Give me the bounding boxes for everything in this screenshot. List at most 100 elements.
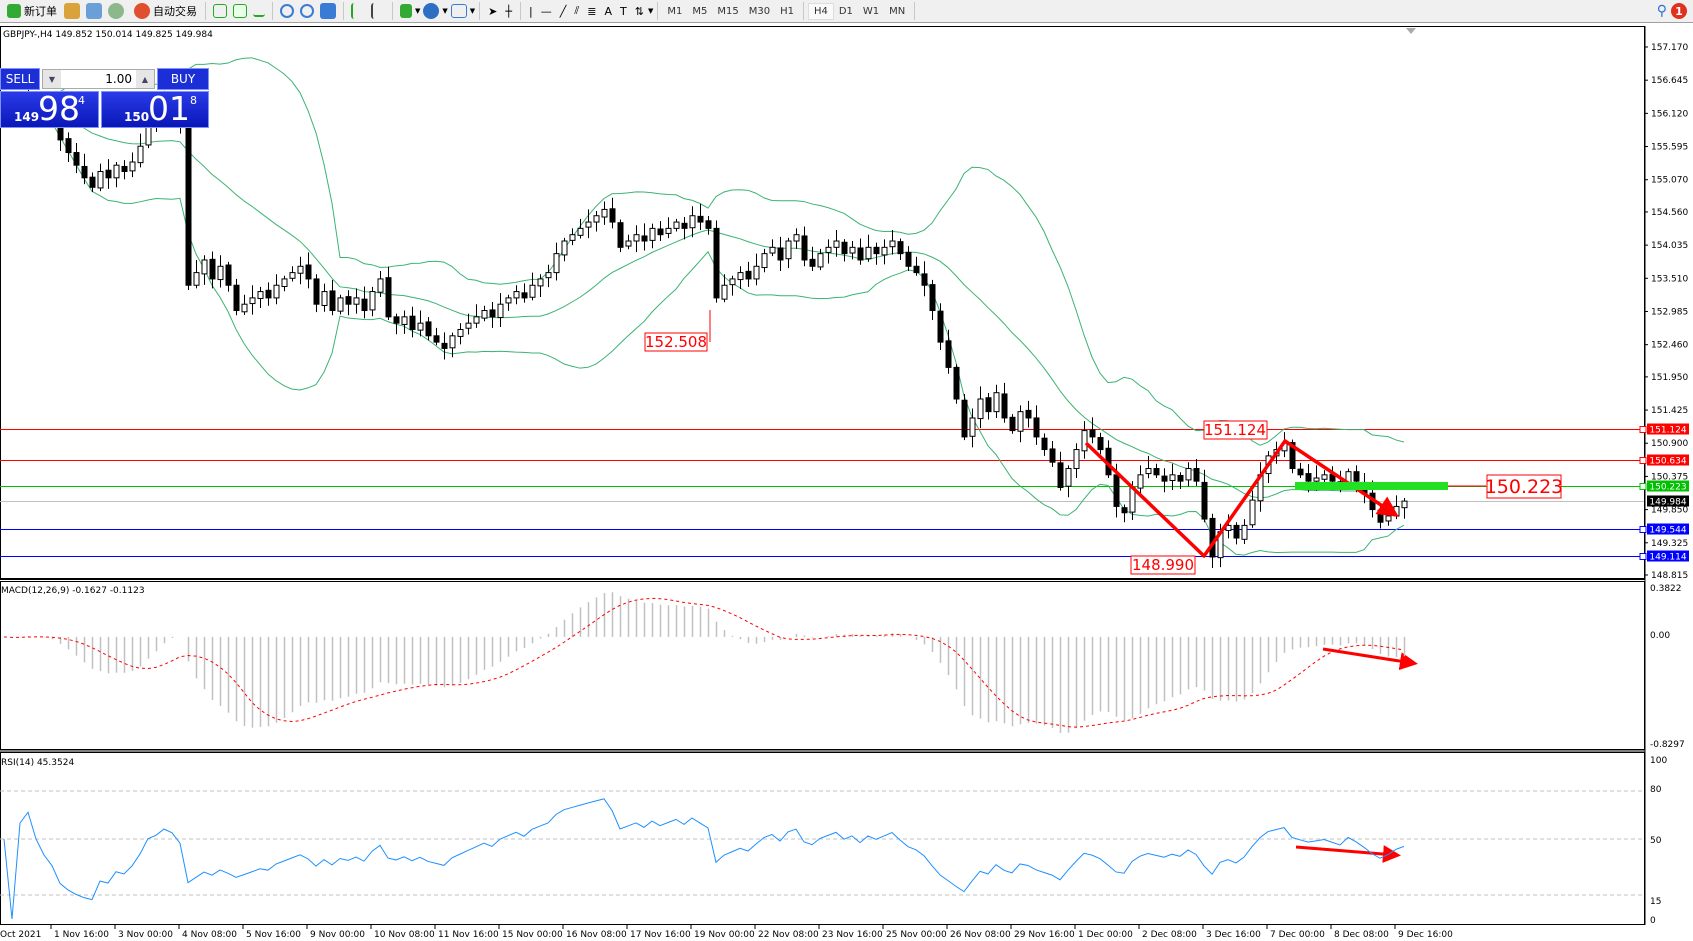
auto-scroll-icon[interactable] bbox=[351, 3, 365, 19]
timeframe-h1[interactable]: H1 bbox=[780, 5, 794, 17]
high-label-box[interactable] bbox=[1203, 420, 1268, 440]
candle-body bbox=[1049, 448, 1056, 463]
candle-body bbox=[929, 284, 936, 312]
cursor-icon[interactable]: ➤ bbox=[488, 4, 498, 18]
level-handle bbox=[1639, 526, 1647, 533]
timeframe-m5[interactable]: M5 bbox=[692, 5, 708, 17]
candle-body bbox=[481, 310, 488, 319]
candle-body bbox=[337, 297, 344, 312]
buy-price[interactable]: 150 01 8 bbox=[101, 89, 209, 128]
equidistant-channel-icon[interactable]: ⫽ bbox=[574, 4, 580, 17]
candle-body bbox=[217, 265, 224, 281]
candle-body bbox=[241, 303, 248, 313]
time-axis-label: 11 Nov 16:00 bbox=[438, 930, 499, 940]
candle-body bbox=[1169, 474, 1176, 482]
candle-body bbox=[1241, 524, 1248, 540]
candle-body bbox=[1145, 468, 1152, 475]
candle-body bbox=[377, 278, 384, 293]
tile-windows-icon[interactable] bbox=[320, 3, 336, 19]
price-axis-label: 156.120 bbox=[1651, 109, 1688, 119]
indicators-icon[interactable] bbox=[400, 4, 412, 18]
candle-body bbox=[321, 291, 328, 306]
chart-window[interactable]: 157.170 156.645 156.120 155.595 155.070 154.5… bbox=[0, 24, 1693, 941]
candle-body bbox=[497, 303, 504, 318]
level-handle bbox=[1639, 426, 1647, 433]
candle-body bbox=[1233, 524, 1240, 539]
trendline-icon[interactable]: ╱ bbox=[559, 4, 567, 18]
timeframe-m15[interactable]: M15 bbox=[717, 5, 739, 17]
zoom-in-icon[interactable] bbox=[280, 4, 294, 18]
swing-label-box[interactable] bbox=[644, 332, 708, 352]
candle-body bbox=[993, 392, 1000, 413]
candle-body bbox=[617, 222, 624, 248]
timeframe-h4[interactable]: H4 bbox=[807, 2, 834, 20]
candle-body bbox=[73, 152, 80, 166]
chart-shift-marker-icon[interactable] bbox=[1406, 28, 1416, 34]
vertical-line-icon[interactable]: | bbox=[529, 4, 533, 18]
auto-trading-button[interactable]: 自动交易 bbox=[127, 1, 201, 21]
candle-body bbox=[489, 309, 496, 318]
lot-size-input[interactable]: 1.00 bbox=[105, 72, 132, 86]
search-icon[interactable]: ⚲ bbox=[1656, 3, 1667, 19]
candle-body bbox=[1097, 437, 1104, 451]
level-price-text: 150.223 bbox=[1649, 483, 1686, 493]
separator bbox=[479, 2, 481, 20]
candle-body bbox=[97, 170, 104, 189]
sell-price[interactable]: 149 98 4 bbox=[0, 89, 99, 128]
increase-lot-icon[interactable]: ▲ bbox=[136, 70, 154, 88]
lot-size-stepper[interactable]: ▼ 1.00 ▲ bbox=[42, 69, 155, 89]
timeframe-d1[interactable]: D1 bbox=[838, 5, 853, 17]
text-icon[interactable]: A bbox=[604, 4, 613, 18]
low-label-box[interactable] bbox=[1130, 555, 1196, 575]
text-label-icon[interactable]: T bbox=[620, 4, 627, 18]
candle-body bbox=[761, 253, 768, 269]
candle-body bbox=[1009, 416, 1016, 432]
sell-button[interactable]: SELL bbox=[0, 68, 40, 90]
candlestick-icon[interactable] bbox=[233, 4, 247, 18]
price-axis-label: 151.425 bbox=[1651, 406, 1688, 416]
bar-chart-icon[interactable] bbox=[213, 4, 227, 18]
candle-body bbox=[985, 397, 992, 413]
horizontal-line-icon[interactable]: — bbox=[540, 4, 552, 18]
dropdown-icon[interactable]: ▼ bbox=[415, 7, 421, 15]
candle-body bbox=[265, 289, 272, 299]
metaeditor-icon[interactable] bbox=[64, 3, 80, 19]
zigzag-arrow[interactable] bbox=[1084, 439, 1399, 558]
candle-body bbox=[113, 164, 120, 179]
zoom-out-icon[interactable] bbox=[300, 4, 314, 18]
macd-axis-label: -0.8297 bbox=[1650, 740, 1685, 750]
timeframe-m1[interactable]: M1 bbox=[667, 5, 683, 17]
macd-divergence-arrow[interactable] bbox=[1322, 647, 1418, 671]
templates-icon[interactable] bbox=[450, 4, 467, 18]
dropdown-icon[interactable]: ▼ bbox=[647, 7, 654, 15]
target-label-box[interactable] bbox=[1486, 474, 1562, 499]
chart-canvas[interactable]: 157.170 156.645 156.120 155.595 155.070 154.5… bbox=[0, 24, 1693, 941]
candle-body bbox=[769, 246, 776, 254]
price-axis-label: 150.375 bbox=[1651, 472, 1688, 482]
separator bbox=[802, 2, 804, 20]
new-order-button[interactable]: 新订单 bbox=[0, 1, 61, 21]
candle-body bbox=[457, 328, 464, 337]
decrease-lot-icon[interactable]: ▼ bbox=[43, 70, 61, 88]
crosshair-icon[interactable]: ┼ bbox=[505, 4, 513, 18]
fibonacci-icon[interactable]: ≣ bbox=[587, 4, 597, 18]
rsi-divergence-arrow[interactable] bbox=[1295, 845, 1401, 864]
line-chart-icon[interactable] bbox=[253, 5, 265, 17]
timeframe-w1[interactable]: W1 bbox=[862, 5, 880, 17]
timeframe-m30[interactable]: M30 bbox=[748, 5, 771, 17]
candle-body bbox=[1313, 477, 1320, 482]
dropdown-icon[interactable]: ▼ bbox=[442, 7, 448, 15]
level-handle bbox=[1639, 483, 1647, 490]
periods-icon[interactable] bbox=[423, 3, 440, 19]
arrows-icon[interactable]: ⇅ bbox=[634, 4, 644, 18]
timeframe-mn[interactable]: MN bbox=[889, 5, 906, 17]
terminal-icon[interactable] bbox=[86, 3, 102, 19]
candle-body bbox=[297, 265, 304, 274]
dropdown-icon[interactable]: ▼ bbox=[469, 7, 476, 15]
buy-button[interactable]: BUY bbox=[157, 68, 209, 90]
candle-body bbox=[849, 246, 856, 254]
candle-body bbox=[921, 273, 928, 286]
chart-shift-icon[interactable] bbox=[371, 3, 385, 19]
signals-icon[interactable] bbox=[108, 3, 124, 19]
notification-badge[interactable]: 1 bbox=[1671, 3, 1687, 19]
